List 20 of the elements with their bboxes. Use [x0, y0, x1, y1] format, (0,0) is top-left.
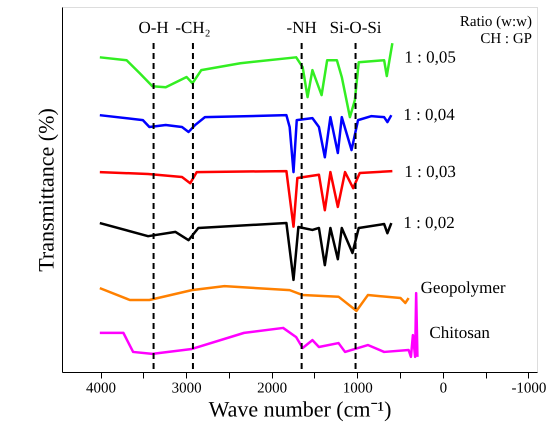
- ref-line-label: Si-O-Si: [330, 18, 382, 37]
- series-label: 1 : 0,05: [404, 47, 456, 66]
- series-label: Chitosan: [429, 322, 490, 342]
- series-label: 1 : 0,02: [403, 213, 455, 232]
- x-tick-label: 2000: [257, 380, 288, 396]
- y-axis-title: Transmittance (%): [34, 108, 58, 272]
- x-tick-label: 0: [440, 380, 448, 396]
- ref-line-label: -CH₂: [175, 18, 211, 37]
- x-axis-title: Wave number (cm⁻¹): [208, 396, 392, 422]
- x-tick-label: -1000: [511, 380, 546, 396]
- text: Ratio (w:w): [460, 14, 532, 30]
- annotation: CH : GP: [480, 31, 532, 47]
- x-tick-label: 3000: [172, 380, 202, 396]
- ref-line-label: O-H: [138, 18, 169, 37]
- series-label: Geopolymer: [420, 278, 506, 298]
- x-tick-label: 4000: [86, 380, 116, 396]
- x-tick-label: 1000: [342, 380, 373, 396]
- series-label: 1 : 0,03: [404, 162, 456, 182]
- series-label: 1 : 0,04: [403, 105, 456, 124]
- ref-line-label: -NH: [286, 18, 317, 37]
